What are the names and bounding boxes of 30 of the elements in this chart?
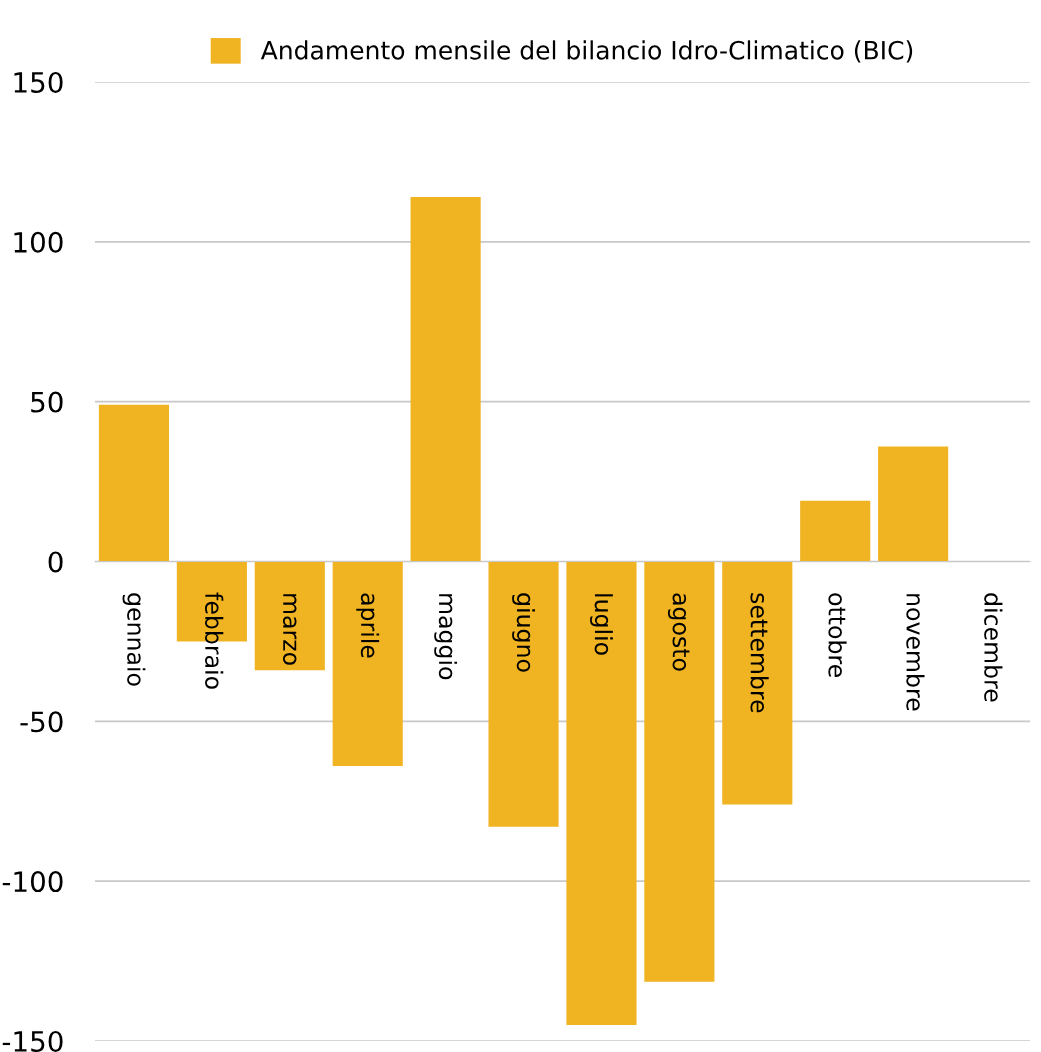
- y-tick-label: -150: [2, 1030, 63, 1052]
- x-tick-label: aprile: [356, 593, 380, 658]
- y-tick-label: -50: [20, 711, 63, 733]
- bar: [722, 561, 793, 805]
- x-tick-label: febbraio: [205, 592, 224, 689]
- x-tick-label: maggio: [434, 594, 458, 680]
- bar: [566, 561, 637, 1026]
- x-tick-label: novembre: [906, 594, 925, 711]
- x-tick-label: gennaio: [122, 593, 146, 686]
- x-tick-label: ottobre: [828, 593, 847, 677]
- y-tick-label: 150: [14, 71, 63, 93]
- bar: [332, 561, 403, 767]
- bar: [800, 500, 871, 562]
- legend-label: Andamento mensile del bilancio Idro-Climatico (BIC): [260, 40, 913, 63]
- x-tick-label: dicembre: [984, 593, 1003, 702]
- y-tick-label: 0: [48, 551, 63, 573]
- y-tick-label: 100: [14, 231, 63, 253]
- bar: [644, 561, 715, 982]
- bar: [254, 561, 325, 671]
- x-tick-label: luglio: [590, 594, 613, 655]
- bar: [488, 561, 559, 827]
- bar: [878, 446, 949, 562]
- x-tick-label: settembre: [750, 593, 769, 713]
- bar: [98, 404, 170, 562]
- x-tick-label: marzo: [282, 594, 297, 665]
- x-tick-label: agosto: [667, 593, 690, 671]
- bar: [410, 197, 481, 562]
- y-tick-label: -100: [2, 871, 63, 893]
- y-tick-label: 50: [31, 391, 63, 413]
- x-tick-label: giugno: [512, 593, 535, 672]
